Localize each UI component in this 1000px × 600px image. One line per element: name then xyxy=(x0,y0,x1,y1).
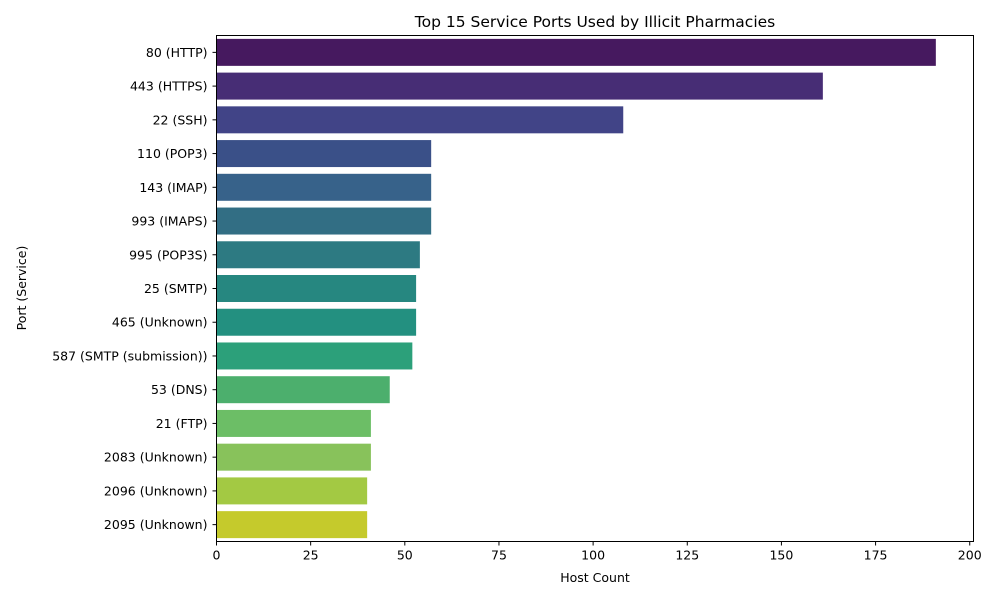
plot-frame xyxy=(216,35,974,542)
x-axis-label: Host Count xyxy=(560,570,630,585)
x-tick-label: 150 xyxy=(769,548,793,563)
y-tick-label: 465 (Unknown) xyxy=(112,315,208,330)
x-tick-label: 125 xyxy=(675,548,699,563)
bar xyxy=(216,173,432,201)
bar xyxy=(216,511,368,539)
y-tick-label: 110 (POP3) xyxy=(137,146,207,161)
bar xyxy=(216,140,432,168)
x-tick-label: 175 xyxy=(864,548,888,563)
x-tick-label: 100 xyxy=(581,548,605,563)
y-tick-label: 21 (FTP) xyxy=(156,416,208,431)
chart-title: Top 15 Service Ports Used by Illicit Pha… xyxy=(414,13,775,31)
y-tick-label: 2095 (Unknown) xyxy=(104,517,208,532)
bar xyxy=(216,106,624,134)
y-tick-label: 25 (SMTP) xyxy=(144,281,208,296)
y-axis-label: Port (Service) xyxy=(14,246,29,331)
y-tick-label: 80 (HTTP) xyxy=(146,45,208,60)
bars-group xyxy=(216,38,936,539)
bar xyxy=(216,342,413,370)
bar xyxy=(216,241,420,269)
bar xyxy=(216,207,432,235)
bar xyxy=(216,409,371,437)
y-tick-label: 143 (IMAP) xyxy=(139,180,207,195)
bar xyxy=(216,72,823,100)
x-tick-label: 0 xyxy=(213,548,221,563)
y-tick-label: 53 (DNS) xyxy=(151,382,208,397)
bar xyxy=(216,477,368,505)
x-tick-label: 75 xyxy=(491,548,507,563)
bar xyxy=(216,443,371,471)
x-tick-label: 50 xyxy=(397,548,413,563)
bar xyxy=(216,275,417,302)
y-axis-ticks: 80 (HTTP) 443 (HTTPS) 22 (SSH) 110 (POP3) 14… xyxy=(52,45,217,532)
y-tick-label: 587 (SMTP (submission)) xyxy=(52,348,207,363)
x-tick-label: 200 xyxy=(958,548,982,563)
x-tick-label: 25 xyxy=(303,548,319,563)
y-tick-label: 2096 (Unknown) xyxy=(104,483,208,498)
bar xyxy=(216,308,417,336)
x-axis-ticks: 0 25 50 75 100 125 150 175 200 xyxy=(213,541,982,563)
bar xyxy=(216,38,936,66)
y-tick-label: 22 (SSH) xyxy=(153,112,208,127)
y-tick-label: 2083 (Unknown) xyxy=(104,450,208,465)
y-tick-label: 995 (POP3S) xyxy=(129,247,207,262)
bar xyxy=(216,376,390,404)
y-tick-label: 443 (HTTPS) xyxy=(130,79,208,94)
y-tick-label: 993 (IMAPS) xyxy=(131,214,207,229)
